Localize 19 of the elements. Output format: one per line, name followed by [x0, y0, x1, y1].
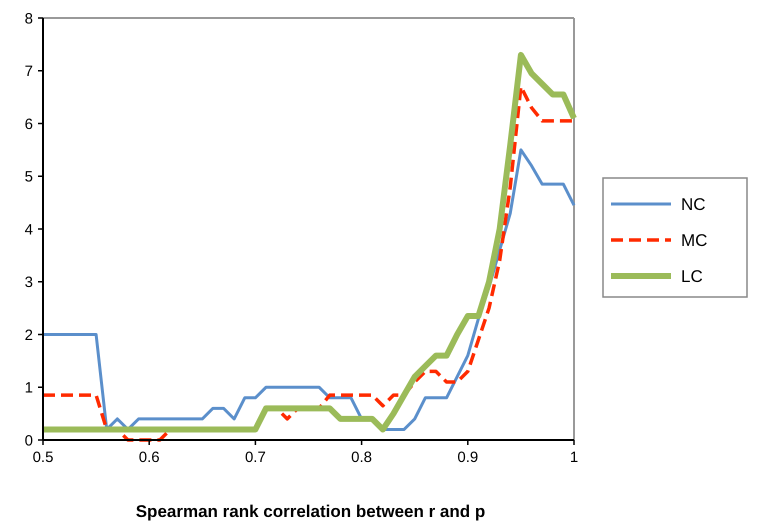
y-tick-label: 2 [24, 326, 33, 344]
y-tick-label: 3 [24, 274, 33, 291]
legend-label: MC [681, 230, 708, 250]
y-tick-label: 4 [24, 221, 33, 238]
y-tick-label: 0 [24, 432, 33, 450]
y-tick-label: 5 [24, 168, 33, 186]
legend-label: LC [681, 266, 703, 286]
y-tick-label: 1 [24, 380, 33, 396]
y-tick-label: 6 [24, 116, 33, 133]
x-tick-label: 0.9 [457, 449, 478, 466]
x-tick-label: 1 [570, 449, 578, 466]
y-tick-label: 7 [24, 63, 33, 80]
x-tick-label: 0.8 [351, 449, 372, 466]
x-tick-label: 0.6 [138, 449, 160, 466]
x-axis-title: Spearman rank correlation between r and p [136, 502, 486, 521]
x-tick-label: 0.5 [32, 449, 54, 466]
x-tick-label: 0.7 [244, 449, 266, 466]
legend-label: NC [681, 194, 706, 214]
y-tick-label: 8 [24, 10, 33, 28]
